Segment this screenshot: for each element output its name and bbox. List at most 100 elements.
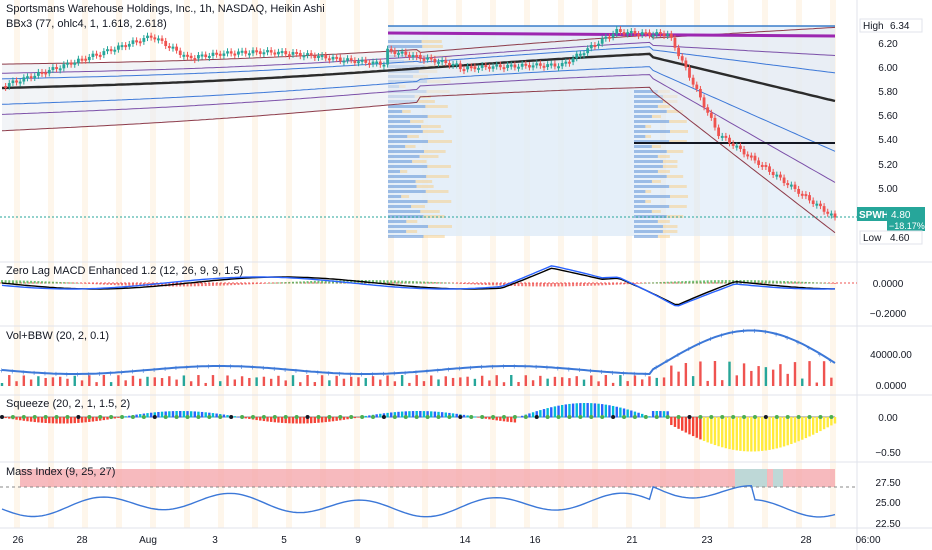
volume-bar — [175, 379, 178, 386]
candle-body — [480, 65, 484, 68]
macd-hist-bar — [41, 281, 44, 284]
candle-body — [55, 67, 58, 70]
squeeze-bar — [433, 411, 437, 418]
squeeze-bar — [179, 411, 182, 418]
squeeze-dot — [709, 415, 714, 419]
squeeze-bar — [619, 407, 622, 418]
candle-body — [498, 64, 502, 68]
macd-hist-bar — [484, 283, 487, 285]
candle-body — [178, 50, 182, 55]
squeeze-bar — [564, 404, 568, 418]
subpane-axis[interactable]: 0.0000 −0.2000 40000.00 0.0000 0.00 −0.5… — [870, 279, 913, 530]
squeeze-bar — [662, 411, 666, 418]
macd-hist-bar — [113, 283, 116, 286]
vp-bar — [417, 100, 435, 103]
macd-hist-bar — [219, 283, 222, 286]
candle-body — [702, 97, 706, 108]
candle-body — [36, 71, 40, 76]
squeeze-bar — [66, 417, 69, 424]
candle-body — [455, 63, 459, 66]
candle-body — [589, 45, 593, 49]
candle-body — [724, 135, 728, 138]
squeeze-bar — [171, 411, 175, 418]
vp-bar — [669, 205, 687, 208]
squeeze-dot — [665, 415, 670, 419]
candle-body — [378, 61, 382, 65]
candle-body — [367, 62, 371, 65]
squeeze-dot — [480, 415, 485, 419]
bbw-marker: + — [523, 362, 528, 371]
vp-bar — [634, 230, 663, 233]
indicator-label-volume[interactable]: Vol+BBW (20, 2, 0.1) — [6, 330, 110, 342]
bbw-marker: + — [359, 370, 364, 379]
time-label: 16 — [529, 535, 541, 546]
squeeze-bar — [440, 412, 444, 418]
chart-title[interactable]: Sportsmans Warehouse Holdings, Inc., 1h,… — [6, 3, 325, 15]
vp-bar — [427, 165, 451, 168]
candle-body — [84, 58, 88, 61]
macd-hist-bar — [801, 281, 804, 284]
bbw-marker: + — [643, 370, 648, 379]
squeeze-bar — [95, 417, 98, 422]
macd-hist-bar — [641, 282, 644, 284]
volume-bar — [604, 375, 608, 386]
candle-body — [757, 160, 761, 165]
volume-bar — [197, 375, 200, 386]
squeeze-dot — [163, 415, 168, 419]
candle-body — [797, 188, 801, 194]
session-stripe — [558, 0, 564, 528]
macd-pane — [0, 265, 857, 307]
session-stripe — [490, 0, 496, 528]
vp-bar — [634, 160, 663, 163]
squeeze-dot — [207, 415, 212, 419]
squeeze-bar — [502, 417, 506, 422]
squeeze-bar — [62, 417, 66, 424]
squeeze-bar — [786, 417, 789, 446]
macd-hist-bar — [230, 283, 233, 286]
candle-body — [488, 66, 491, 69]
vp-bar — [388, 150, 425, 153]
vp-bar — [634, 110, 667, 113]
indicator-label-macd[interactable]: Zero Lag MACD Enhanced 1.2 (12, 26, 9, 9… — [6, 265, 244, 277]
macd-hist-bar — [19, 280, 22, 284]
macd-hist-bar — [353, 280, 356, 284]
signal-line — [1, 265, 836, 307]
bbw-marker: + — [796, 338, 801, 347]
macd-hist-bar — [226, 283, 229, 286]
squeeze-dot — [32, 415, 37, 419]
macd-hist-bar — [459, 283, 462, 284]
macd-hist-bar — [233, 283, 236, 286]
candle-body — [102, 51, 106, 56]
bbw-marker: + — [457, 364, 462, 373]
squeeze-dot — [534, 415, 539, 419]
volume-bar — [801, 378, 804, 386]
time-axis[interactable]: 26 28 Aug 3 5 7 9 14 16 21 23 28 06:00 — [12, 535, 881, 546]
volume-bar — [15, 381, 18, 386]
squeeze-bar — [73, 417, 76, 424]
volume-bar — [139, 378, 142, 386]
bbw-marker: + — [763, 328, 768, 337]
candle-body — [822, 206, 826, 212]
candle-body — [495, 64, 499, 67]
vp-bar — [426, 175, 450, 178]
squeeze-bar — [830, 417, 833, 426]
price-axis[interactable]: 6.20 6.00 5.80 5.60 5.40 5.20 5.00 — [878, 39, 898, 195]
indicator-label-mass[interactable]: Mass Index (9, 25, 27) — [6, 466, 116, 478]
macd-hist-bar — [804, 281, 807, 284]
indicator-label-bb[interactable]: BBx3 (77, ohlc4, 1, 1.618, 2.618) — [6, 18, 167, 30]
squeeze-bar — [637, 412, 640, 418]
bbw-marker: + — [665, 357, 670, 366]
bbw-marker: + — [75, 370, 80, 379]
squeeze-bar — [379, 413, 382, 418]
volume-bar — [641, 379, 644, 386]
squeeze-bar — [4, 417, 7, 419]
volume-bar — [328, 380, 331, 386]
candle-body — [95, 53, 98, 56]
candle-body — [448, 63, 451, 66]
indicator-label-squeeze[interactable]: Squeeze (20, 2, 1, 1.5, 2) — [6, 398, 131, 410]
squeeze-bar — [590, 403, 593, 418]
candle-body — [415, 55, 419, 58]
bbw-marker: + — [163, 364, 168, 373]
squeeze-bar — [313, 417, 317, 424]
